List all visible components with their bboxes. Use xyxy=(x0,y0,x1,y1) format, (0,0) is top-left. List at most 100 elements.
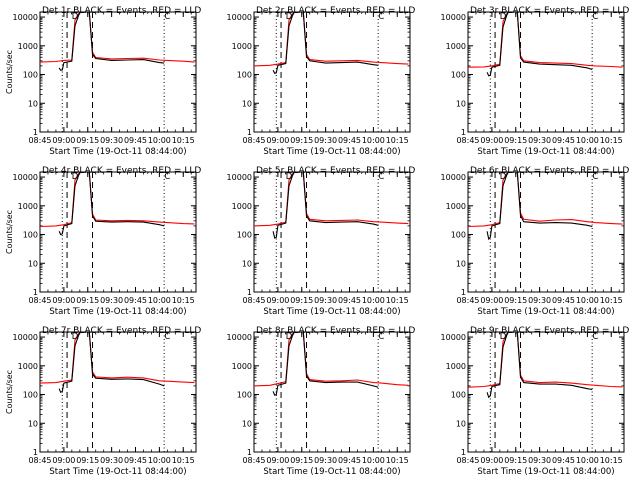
plot-frame xyxy=(467,171,625,293)
chart-title: Det 7r,BLACK = Events, RED = LLD xyxy=(42,326,201,336)
chart-panel-1: Det 1r,BLACK = Events, RED = LLD 1 10 100 10… xyxy=(5,6,201,157)
marker-label-c: C xyxy=(378,12,384,22)
x-tick-label: 10:15 xyxy=(386,296,409,305)
x-tick-label: 09:45 xyxy=(124,296,147,305)
x-tick-label: 09:00 xyxy=(480,296,503,305)
x-tick-label: 09:30 xyxy=(528,136,551,145)
x-tick-label: 09:00 xyxy=(52,136,75,145)
y-tick-label: 1 xyxy=(33,448,38,457)
x-tick-label: 09:15 xyxy=(76,296,99,305)
y-tick-label: 10000 xyxy=(13,333,38,342)
series-lld-line xyxy=(40,172,195,228)
x-tick-label: 10:00 xyxy=(148,136,171,145)
y-tick-label: 1000 xyxy=(446,202,466,211)
x-tick-label: 09:15 xyxy=(76,456,99,465)
marker-label-d: D xyxy=(286,12,293,22)
x-tick-label: 10:15 xyxy=(172,296,195,305)
marker-label-d: D xyxy=(286,332,293,342)
x-tick-label: 08:45 xyxy=(242,456,265,465)
x-axis-label: Start Time (19-Oct-11 08:44:00) xyxy=(263,147,400,157)
x-tick-label: 10:00 xyxy=(576,136,599,145)
x-tick-label: 09:30 xyxy=(314,296,337,305)
y-tick-label: 10 xyxy=(456,259,466,268)
x-tick-label: 08:45 xyxy=(28,136,51,145)
chart-panel-9: Det 9r,BLACK = Events, RED = LLD 1 10 100 10… xyxy=(441,326,630,477)
plot-frame xyxy=(253,331,411,453)
y-tick-label: 1 xyxy=(247,288,252,297)
x-tick-label: 09:45 xyxy=(338,136,361,145)
marker-label-c: C xyxy=(378,332,384,342)
series-lld-line xyxy=(40,332,195,384)
marker-label-d: D xyxy=(72,332,79,342)
series-events-line xyxy=(58,12,165,71)
y-tick-label: 1000 xyxy=(18,202,38,211)
series-lld-line xyxy=(468,172,623,228)
x-tick-label: 10:15 xyxy=(600,136,623,145)
series-events-line xyxy=(272,12,379,74)
x-tick-label: 10:00 xyxy=(362,136,385,145)
x-tick-label: 09:00 xyxy=(52,456,75,465)
y-tick-label: 100 xyxy=(451,71,466,80)
series-lld-line xyxy=(254,332,409,387)
chart-panel-4: Det 4r,BLACK = Events, RED = LLD 1 10 100 10… xyxy=(5,166,201,317)
x-tick-label: 08:45 xyxy=(28,456,51,465)
marker-label-c: C xyxy=(592,332,598,342)
y-tick-label: 10000 xyxy=(227,333,252,342)
x-tick-label: 09:30 xyxy=(100,136,123,145)
x-tick-label: 09:30 xyxy=(314,136,337,145)
x-tick-label: 09:00 xyxy=(266,296,289,305)
y-tick-label: 1 xyxy=(33,288,38,297)
x-tick-label: 09:15 xyxy=(76,136,99,145)
x-tick-label: 10:15 xyxy=(172,456,195,465)
chart-panel-3: Det 3r,BLACK = Events, RED = LLD 1 10 100 10… xyxy=(441,6,630,157)
y-tick-label: 10 xyxy=(28,259,38,268)
plot-frame xyxy=(39,171,197,293)
marker-label-d: D xyxy=(500,172,507,182)
y-tick-label: 10 xyxy=(242,419,252,428)
x-tick-label: 10:00 xyxy=(148,456,171,465)
series-events-line xyxy=(486,332,593,399)
x-tick-label: 09:30 xyxy=(528,456,551,465)
chart-title: Det 8r,BLACK = Events, RED = LLD xyxy=(256,326,415,336)
x-axis-label: Start Time (19-Oct-11 08:44:00) xyxy=(263,307,400,317)
marker-label-c: C xyxy=(378,172,384,182)
x-axis-label: Start Time (19-Oct-11 08:44:00) xyxy=(477,467,614,477)
marker-label-d: D xyxy=(72,12,79,22)
x-tick-label: 09:15 xyxy=(504,296,527,305)
x-tick-label: 09:45 xyxy=(552,136,575,145)
y-tick-label: 100 xyxy=(237,71,252,80)
x-tick-label: 08:45 xyxy=(242,296,265,305)
x-tick-label: 09:45 xyxy=(552,456,575,465)
y-tick-label: 100 xyxy=(237,391,252,400)
x-tick-label: 10:00 xyxy=(148,296,171,305)
x-tick-label: 09:30 xyxy=(528,296,551,305)
x-tick-label: 09:00 xyxy=(52,296,75,305)
x-tick-label: 09:45 xyxy=(338,296,361,305)
chart-title: Det 6r,BLACK = Events, RED = LLD xyxy=(470,166,629,176)
y-tick-label: 1000 xyxy=(232,362,252,371)
x-tick-label: 10:15 xyxy=(386,456,409,465)
series-events-line xyxy=(272,332,379,396)
y-tick-label: 1 xyxy=(461,288,466,297)
y-tick-label: 1 xyxy=(247,128,252,137)
y-tick-label: 10000 xyxy=(441,173,466,182)
series-events-line xyxy=(486,12,593,77)
x-axis-label: Start Time (19-Oct-11 08:44:00) xyxy=(49,467,186,477)
y-tick-label: 10 xyxy=(456,419,466,428)
marker-label-d: D xyxy=(500,12,507,22)
x-tick-label: 09:15 xyxy=(290,456,313,465)
y-tick-label: 1000 xyxy=(232,202,252,211)
series-events-line xyxy=(486,172,593,241)
x-tick-label: 09:45 xyxy=(124,136,147,145)
x-tick-label: 10:15 xyxy=(386,136,409,145)
x-tick-label: 09:45 xyxy=(338,456,361,465)
y-tick-label: 1 xyxy=(461,128,466,137)
chart-panel-5: Det 5r,BLACK = Events, RED = LLD 1 10 100 10… xyxy=(227,166,416,317)
y-axis-label: Counts/sec xyxy=(5,370,14,414)
y-axis-label: Counts/sec xyxy=(5,50,14,94)
x-tick-label: 10:00 xyxy=(362,296,385,305)
plot-frame xyxy=(39,11,197,133)
marker-label-d: D xyxy=(72,172,79,182)
y-tick-label: 10000 xyxy=(13,13,38,22)
